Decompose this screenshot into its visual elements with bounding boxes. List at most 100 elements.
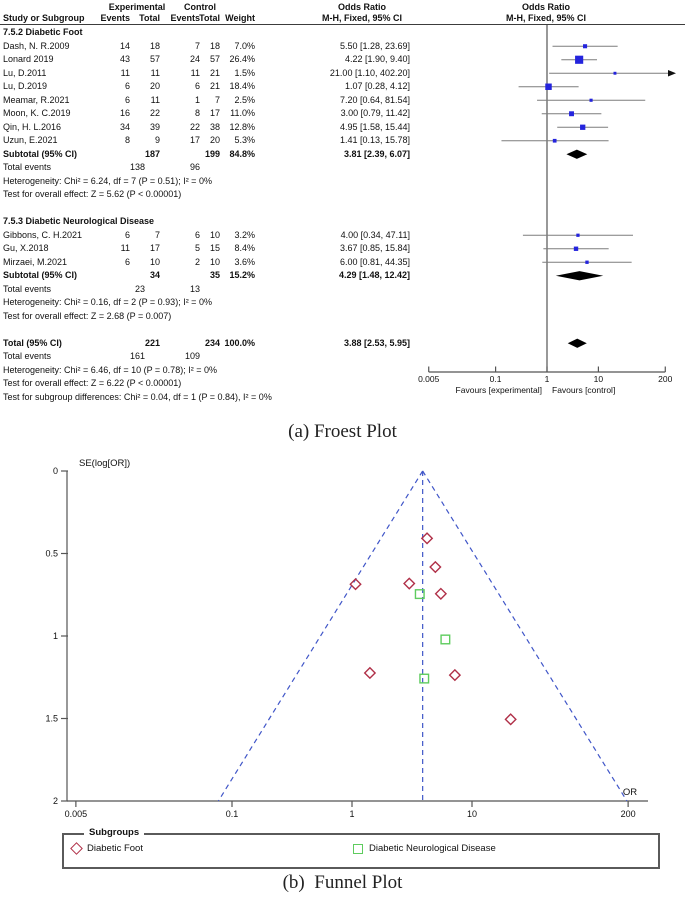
col-method-text: M-H, Fixed, 95% CI bbox=[321, 13, 402, 23]
study-row: Mirzaei, M.2021 6 10 2 10 3.6% 6.00 [0.81, 44.… bbox=[0, 256, 432, 270]
funnel-point-diamond bbox=[504, 713, 517, 726]
legend-item-diabetic-foot: Diabetic Foot bbox=[70, 842, 143, 855]
col-odds-ratio-text: Odds Ratio bbox=[337, 2, 386, 12]
ctl-total: 7 bbox=[214, 94, 220, 105]
stats-text: Test for overall effect: Z = 6.22 (P < 0… bbox=[3, 378, 182, 388]
study-label: Gibbons, C. H.2021 bbox=[3, 229, 83, 240]
funnel-legend: Subgroups Diabetic Foot Diabetic Neurolo… bbox=[62, 827, 660, 869]
x-tick-label: 0.1 bbox=[490, 374, 502, 384]
exp-events: 16 bbox=[119, 108, 130, 118]
stats-text: Test for subgroup differences: Chi² = 0.… bbox=[3, 391, 272, 402]
col-study-or-subgroup: Study or Subgroup bbox=[3, 13, 85, 23]
favours-control-label: Favours [control] bbox=[552, 385, 615, 395]
study-row: Gibbons, C. H.2021 6 7 6 10 3.2% 4.00 [0.34, 4… bbox=[0, 229, 432, 243]
stats-text: Heterogeneity: Chi² = 6.46, df = 10 (P =… bbox=[3, 364, 217, 375]
funnel-point-diamond bbox=[420, 532, 434, 545]
exp-events: 14 bbox=[119, 40, 130, 51]
effect-marker bbox=[573, 246, 579, 251]
weight: 11.0% bbox=[230, 108, 255, 118]
col-ctl-total: Total bbox=[199, 13, 220, 23]
weight: 15.2% bbox=[229, 270, 255, 280]
red-diamond-icon bbox=[70, 842, 83, 855]
effect-marker bbox=[583, 44, 588, 49]
funnel-point-diamond bbox=[349, 578, 362, 591]
funnel-right-line bbox=[422, 470, 628, 802]
x-tick-label: 10 bbox=[467, 809, 477, 819]
total-events-row: Total events 161 109 bbox=[0, 350, 432, 364]
pooled-diamond bbox=[567, 338, 587, 348]
y-tick-label: 0.5 bbox=[45, 549, 58, 559]
weight: 5.3% bbox=[234, 135, 255, 145]
exp-events: 43 bbox=[119, 54, 130, 64]
exp-events: 8 bbox=[124, 135, 130, 145]
exp-total: 57 bbox=[149, 54, 160, 64]
or-ci-text: 4.95 [1.58, 15.44] bbox=[339, 121, 410, 132]
caption-funnel-plot: (b) Funnel Plot bbox=[282, 872, 403, 893]
or-ci-text: 1.41 [0.13, 15.78] bbox=[339, 135, 410, 145]
funnel-point-diamond bbox=[429, 560, 442, 574]
ctl-total: 234 bbox=[204, 337, 220, 348]
x-tick-label: 0.1 bbox=[226, 809, 239, 819]
col-odds-ratio-plot: Odds Ratio bbox=[521, 2, 570, 12]
study-row: Gu, X.2018 11 17 5 15 8.4% 3.67 [0.85, 15.84] bbox=[0, 242, 432, 256]
ctl-total: 38 bbox=[209, 121, 220, 132]
ctl-events: 6 bbox=[194, 81, 200, 91]
study-label: Mirzaei, M.2021 bbox=[3, 256, 68, 267]
green-square-icon bbox=[353, 843, 363, 854]
study-label: Moon, K. C.2019 bbox=[3, 108, 71, 118]
exp-events: 6 bbox=[124, 94, 130, 105]
subtotal-label: Subtotal (95% CI) bbox=[3, 270, 78, 280]
ctl-total: 35 bbox=[209, 270, 220, 280]
ctl-events-sum: 96 bbox=[189, 162, 200, 172]
study-label: Lonard 2019 bbox=[3, 54, 54, 64]
exp-total: 17 bbox=[149, 243, 160, 253]
stats-text-row: Test for overall effect: Z = 2.68 (P = 0… bbox=[0, 310, 432, 324]
study-row: Lu, D.2011 11 11 11 21 1.5% 21.00 [1.10, 402.2… bbox=[0, 67, 432, 81]
ctl-total: 18 bbox=[209, 40, 220, 51]
funnel-point-diamond bbox=[363, 666, 377, 680]
stats-text: Heterogeneity: Chi² = 0.16, df = 2 (P = … bbox=[3, 297, 212, 307]
study-label: Gu, X.2018 bbox=[3, 243, 49, 253]
spacer-row bbox=[0, 202, 432, 216]
ctl-events: 17 bbox=[189, 135, 200, 145]
funnel-point-diamond bbox=[448, 668, 462, 682]
effect-marker bbox=[580, 124, 586, 130]
ctl-total: 10 bbox=[209, 256, 220, 267]
or-ci-text: 4.00 [0.34, 47.11] bbox=[340, 229, 410, 240]
stats-text-row: Test for subgroup differences: Chi² = 0.… bbox=[0, 391, 432, 405]
ctl-total: 15 bbox=[209, 243, 220, 253]
weight: 3.6% bbox=[234, 256, 255, 267]
col-ctl-events: Events bbox=[170, 13, 200, 23]
exp-total: 11 bbox=[150, 94, 160, 105]
effect-marker bbox=[552, 138, 557, 143]
col-exp-events: Events bbox=[100, 13, 130, 23]
exp-events: 11 bbox=[120, 243, 130, 253]
effect-marker bbox=[576, 233, 580, 237]
effect-marker bbox=[613, 71, 617, 75]
ctl-events-sum: 13 bbox=[189, 283, 200, 294]
funnel-left-line bbox=[217, 470, 424, 802]
ctl-events: 24 bbox=[189, 54, 200, 64]
weight: 26.4% bbox=[229, 54, 255, 64]
stats-text: Test for overall effect: Z = 2.68 (P = 0… bbox=[3, 310, 172, 321]
subtotal-row: Subtotal (95% CI) 34 35 15.2% 4.29 [1.48, 12… bbox=[0, 269, 432, 283]
exp-total: 187 bbox=[144, 148, 160, 159]
legend-label-neurological: Diabetic Neurological Disease bbox=[369, 843, 496, 854]
subtotal-row: Total (95% CI) 221 234 100.0% 3.88 [2.53, 5.… bbox=[0, 337, 432, 351]
or-ci-text: 3.81 [2.39, 6.07] bbox=[343, 148, 410, 159]
stats-text-row: Test for overall effect: Z = 6.22 (P < 0… bbox=[0, 377, 432, 391]
x-tick-label: 200 bbox=[658, 374, 672, 384]
exp-total: 11 bbox=[150, 67, 160, 78]
weight: 8.4% bbox=[234, 243, 255, 253]
or-ci-text: 5.50 [1.28, 23.69] bbox=[339, 40, 410, 51]
x-tick-label: 200 bbox=[621, 809, 636, 819]
legend-title: Subgroups bbox=[84, 827, 145, 838]
exp-events: 6 bbox=[124, 256, 130, 267]
weight: 3.2% bbox=[234, 229, 255, 240]
stats-text-row: Test for overall effect: Z = 5.62 (P < 0… bbox=[0, 188, 432, 202]
or-ci-text: 4.29 [1.48, 12.42] bbox=[338, 270, 410, 280]
or-ci-text: 3.88 [2.53, 5.95] bbox=[343, 337, 410, 348]
study-label: Lu, D.2019 bbox=[3, 81, 48, 91]
col-group-experimental: Experimental bbox=[108, 2, 166, 12]
subgroup-label: 7.5.2 Diabetic Foot bbox=[3, 27, 83, 37]
